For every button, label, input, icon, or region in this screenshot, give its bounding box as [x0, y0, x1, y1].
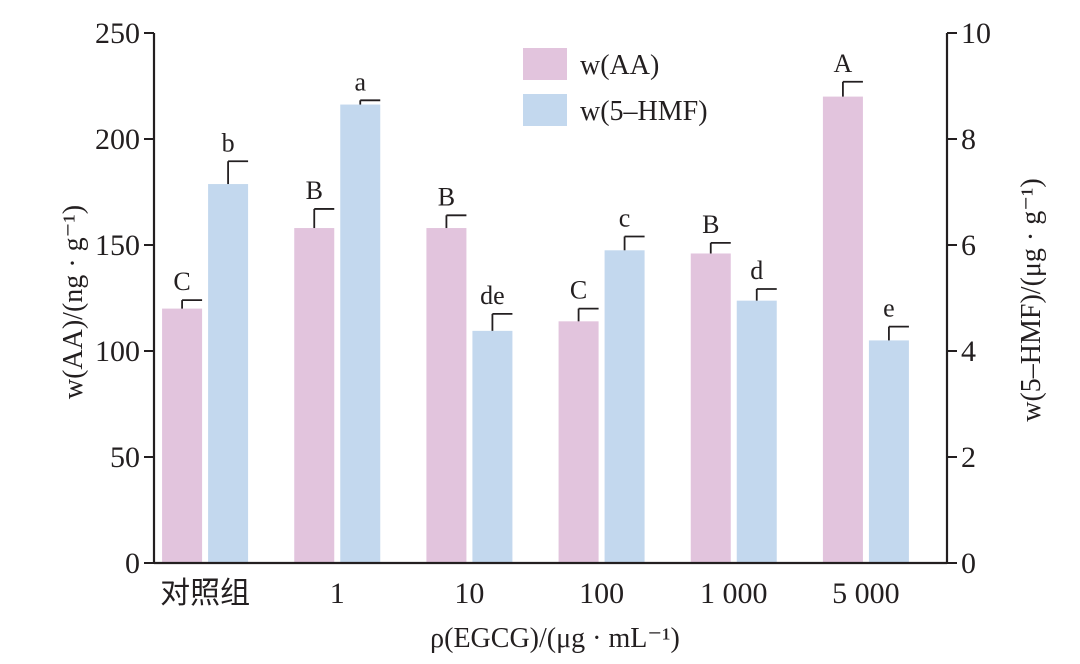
x-category-label-0: 对照组 [160, 577, 250, 610]
bar-aa-5 [822, 96, 863, 563]
x-axis-title: ρ(EGCG)/(μg · mL⁻¹) [430, 623, 680, 654]
sig-letter-aa-0: C [173, 267, 190, 296]
bar-aa-1 [294, 228, 335, 564]
error-bars-layer [181, 80, 909, 341]
sig-letter-aa-4: B [702, 210, 719, 239]
legend-swatch-hmf [523, 94, 567, 126]
right-y-axis-title: w(5–HMF)/(μg · g⁻¹) [1016, 178, 1047, 422]
axes-layer: 0 50 100 150 200 250 0 2 4 6 8 10 对照组 1 10 100 1 000 5 00… [95, 17, 991, 610]
sig-letter-hmf-0: b [222, 128, 235, 157]
sig-letter-hmf-4: d [750, 256, 763, 285]
legend: w(AA) w(5–HMF) [523, 48, 708, 127]
right-y-tick-label-4: 8 [961, 123, 976, 156]
left-y-tick-label-0: 0 [125, 547, 140, 580]
bar-aa-3 [558, 321, 599, 563]
left-y-axis-title: w(AA)/(ng · g⁻¹) [58, 205, 89, 399]
x-category-label-5: 5 000 [832, 577, 900, 610]
sig-letter-aa-3: C [570, 276, 587, 305]
bar-aa-4 [690, 253, 731, 564]
bar-hmf-1 [340, 104, 381, 564]
sig-letter-aa-1: B [306, 176, 323, 205]
sig-letter-hmf-5: e [883, 294, 895, 323]
right-y-tick-label-2: 4 [961, 335, 976, 368]
sig-letter-aa-2: B [438, 182, 455, 211]
bar-hmf-5 [868, 340, 909, 563]
right-y-tick-label-1: 2 [961, 441, 976, 474]
legend-label-hmf: w(5–HMF) [580, 96, 708, 127]
sig-letter-aa-5: A [834, 49, 853, 78]
bar-hmf-4 [736, 300, 777, 563]
sig-letter-hmf-2: de [480, 281, 505, 310]
axis-titles: ρ(EGCG)/(μg · mL⁻¹) w(AA)/(ng · g⁻¹) w(5… [58, 178, 1047, 654]
right-y-tick-label-5: 10 [961, 17, 991, 50]
left-y-tick-label-3: 150 [95, 229, 140, 262]
left-y-tick-label-5: 250 [95, 17, 140, 50]
sig-letter-hmf-1: a [354, 67, 366, 96]
bar-aa-0 [162, 308, 203, 563]
bar-aa-2 [426, 228, 467, 564]
x-category-label-2: 10 [454, 577, 484, 610]
bars-layer [162, 96, 909, 564]
bar-hmf-0 [208, 184, 249, 564]
left-y-tick-label-2: 100 [95, 335, 140, 368]
right-y-tick-label-0: 0 [961, 547, 976, 580]
x-category-label-1: 1 [330, 577, 345, 610]
bar-hmf-2 [472, 330, 513, 563]
x-category-label-4: 1 000 [700, 577, 768, 610]
left-y-tick-label-4: 200 [95, 123, 140, 156]
sig-letter-hmf-3: c [619, 204, 631, 233]
left-y-tick-label-1: 50 [110, 441, 140, 474]
right-y-tick-label-3: 6 [961, 229, 976, 262]
legend-swatch-aa [523, 48, 567, 80]
x-category-label-3: 100 [579, 577, 624, 610]
bar-hmf-3 [604, 250, 645, 564]
legend-label-aa: w(AA) [580, 50, 659, 81]
